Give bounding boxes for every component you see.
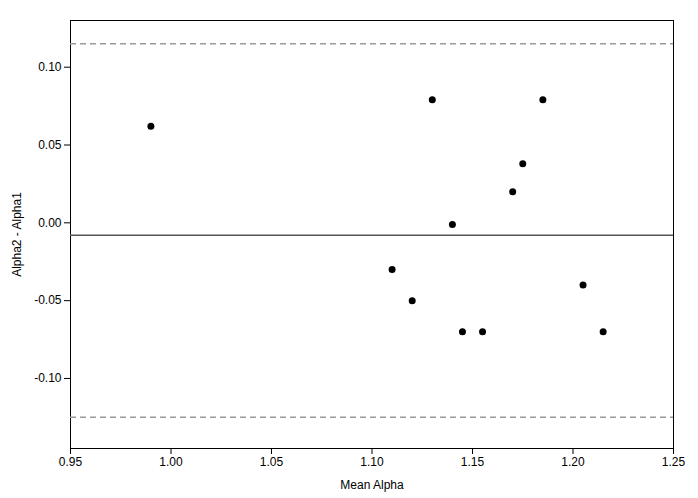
- svg-text:1.10: 1.10: [360, 455, 384, 469]
- svg-text:1.05: 1.05: [260, 455, 284, 469]
- svg-text:0.05: 0.05: [38, 138, 62, 152]
- svg-text:-0.05: -0.05: [34, 293, 62, 307]
- svg-text:Alpha2 - Alpha1: Alpha2 - Alpha1: [10, 192, 24, 277]
- svg-text:0.95: 0.95: [59, 455, 83, 469]
- svg-text:Mean Alpha: Mean Alpha: [340, 478, 404, 492]
- svg-text:1.00: 1.00: [159, 455, 183, 469]
- svg-text:-0.10: -0.10: [34, 371, 62, 385]
- svg-text:0.10: 0.10: [38, 60, 62, 74]
- svg-text:1.15: 1.15: [461, 455, 485, 469]
- svg-text:1.20: 1.20: [561, 455, 585, 469]
- svg-text:0.00: 0.00: [38, 216, 62, 230]
- svg-text:1.25: 1.25: [662, 455, 686, 469]
